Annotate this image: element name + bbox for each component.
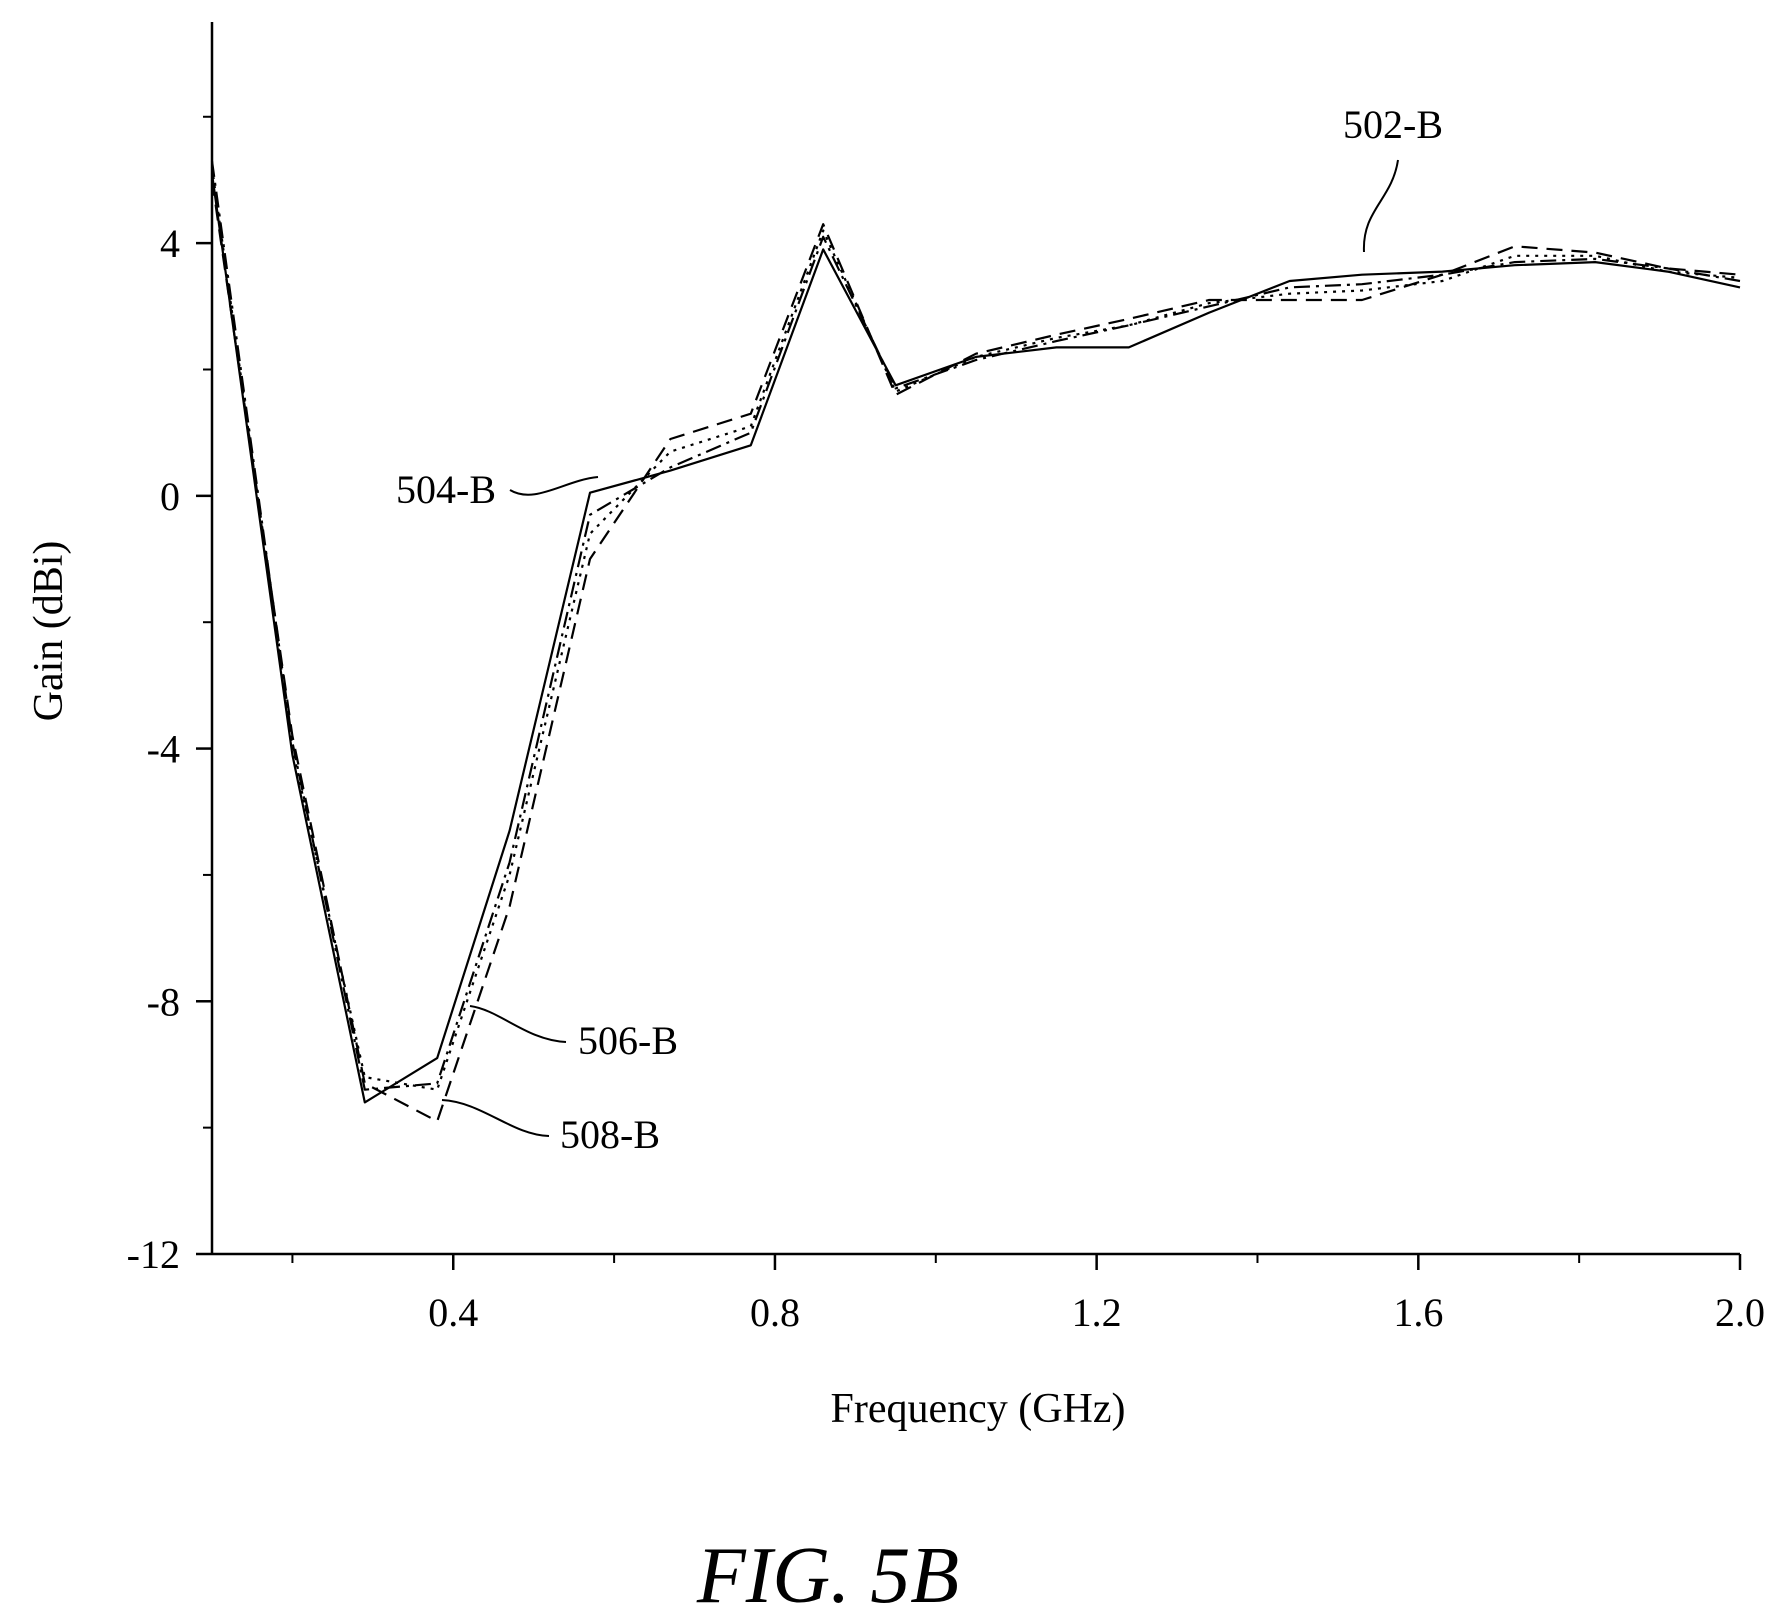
series-line-502-b: [210, 173, 1741, 1104]
axes: [210, 22, 1740, 1256]
series-line-506-b: [210, 167, 1741, 1091]
x-tick-label: 0.4: [428, 1290, 478, 1335]
figure-caption: FIG. 5B: [696, 1532, 959, 1618]
x-tick-label: 1.6: [1393, 1290, 1443, 1335]
series-label-leaders: [441, 159, 1399, 1137]
series-labels: 502-B 504-B 506-B 508-B: [396, 102, 1443, 1157]
series-label: 504-B: [396, 467, 496, 512]
y-tick-label: -4: [147, 727, 180, 772]
leader-line: [469, 1005, 567, 1043]
leader-line: [1362, 159, 1399, 253]
series-label: 502-B: [1343, 102, 1443, 147]
leader-line: [509, 476, 599, 496]
series-line-504-b: [210, 160, 1741, 1091]
x-tick-label: 1.2: [1072, 1290, 1122, 1335]
plot-lines: [210, 160, 1741, 1123]
x-axis-title: Frequency (GHz): [830, 1386, 1125, 1432]
series-label: 508-B: [560, 1112, 660, 1157]
y-axis-title: Gain (dBi): [26, 541, 72, 722]
tick-marks: [196, 115, 1742, 1270]
leader-line: [441, 1099, 550, 1137]
y-tick-label: -8: [147, 979, 180, 1024]
tick-labels: 0.4 0.8 1.2 1.6 2.0 4 0 -4 -8 -12: [127, 221, 1765, 1335]
x-tick-label: 0.8: [750, 1290, 800, 1335]
y-tick-label: 0: [160, 474, 180, 519]
x-tick-label: 2.0: [1715, 1290, 1765, 1335]
y-tick-label: 4: [160, 221, 180, 266]
series-label: 506-B: [578, 1018, 678, 1063]
series-line-508-b: [210, 179, 1741, 1123]
y-tick-label: -12: [127, 1232, 180, 1277]
